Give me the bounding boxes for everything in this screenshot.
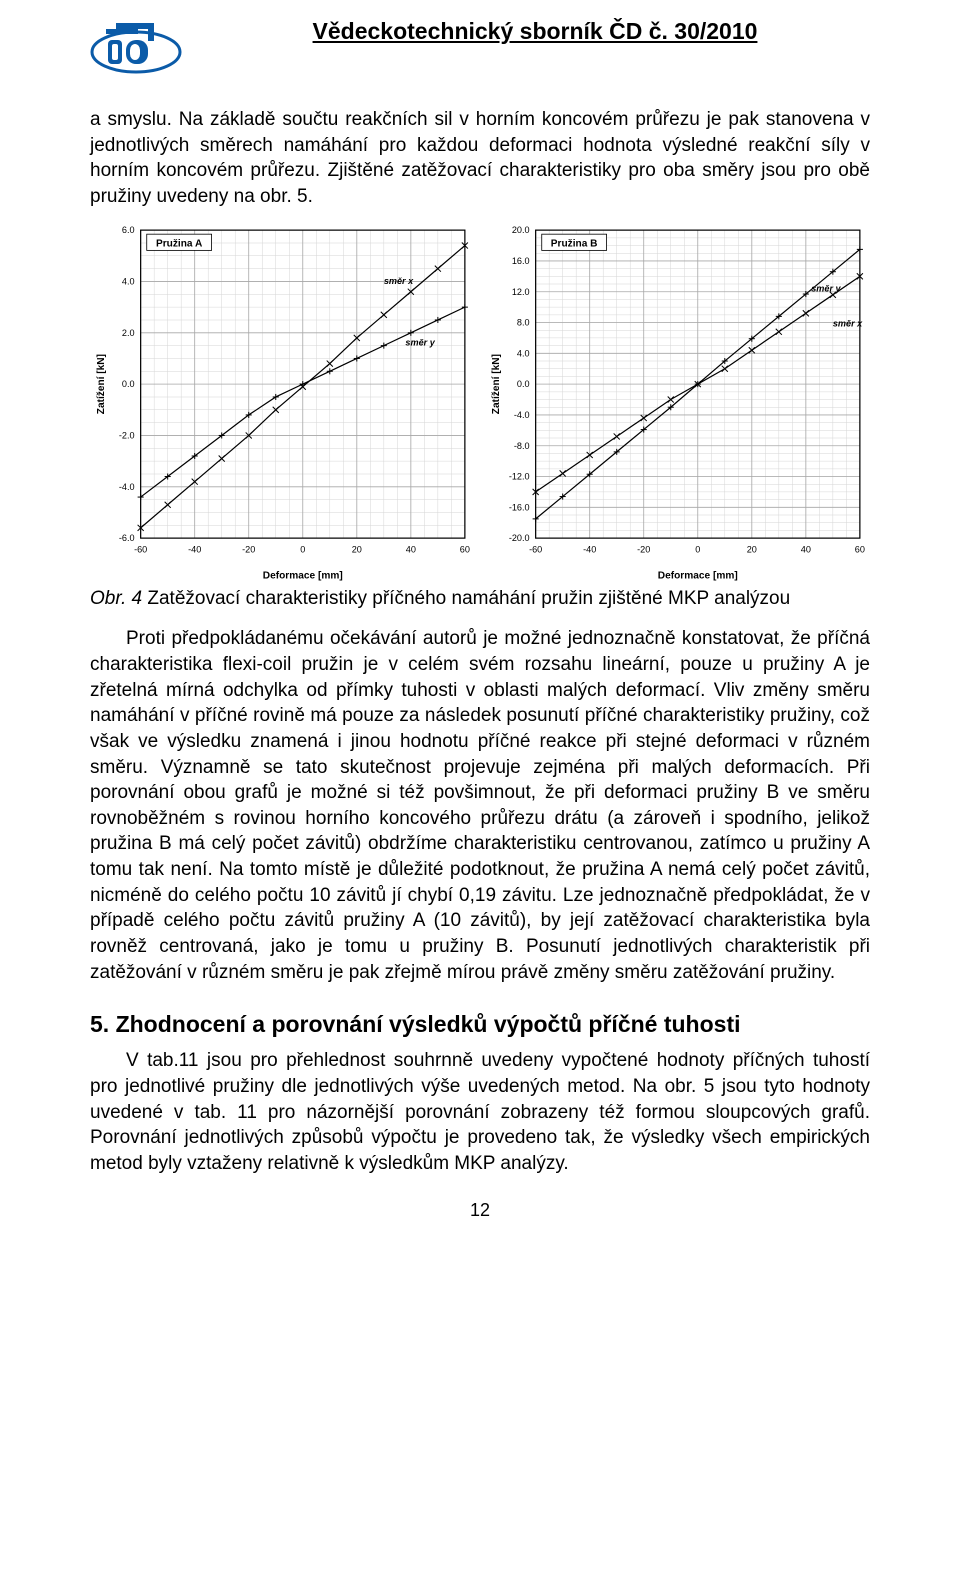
paragraph-1: a smyslu. Na základě součtu reakčních si… (90, 107, 870, 210)
svg-text:Deformace [mm]: Deformace [mm] (658, 570, 738, 581)
paragraph-3: V tab.11 jsou pro přehlednost souhrnně u… (90, 1048, 870, 1176)
svg-text:40: 40 (406, 544, 416, 554)
svg-text:12.0: 12.0 (512, 286, 530, 296)
svg-text:4.0: 4.0 (122, 276, 135, 286)
svg-text:-2.0: -2.0 (119, 430, 135, 440)
svg-text:0.0: 0.0 (517, 379, 530, 389)
svg-text:8.0: 8.0 (517, 317, 530, 327)
svg-text:směr x: směr x (833, 318, 863, 328)
svg-text:40: 40 (801, 544, 811, 554)
figure-4-caption: Obr. 4 Zatěžovací charakteristiky příčné… (90, 588, 870, 610)
svg-text:směr x: směr x (384, 276, 414, 286)
svg-text:směr y: směr y (405, 337, 435, 347)
document-title: Vědeckotechnický sborník ČD č. 30/2010 (200, 16, 870, 45)
page-number: 12 (90, 1200, 870, 1221)
svg-text:0: 0 (300, 544, 305, 554)
svg-text:-20.0: -20.0 (509, 533, 530, 543)
svg-text:20: 20 (747, 544, 757, 554)
svg-text:Pružina A: Pružina A (156, 238, 203, 249)
section-5-heading: 5. Zhodnocení a porovnání výsledků výpoč… (90, 1011, 870, 1038)
svg-text:16.0: 16.0 (512, 256, 530, 266)
svg-text:4.0: 4.0 (517, 348, 530, 358)
chart-b: směr ysměr x-20.0-16.0-12.0-8.0-4.00.04.… (485, 220, 870, 585)
figure-4-charts: směr xsměr y-6.0-4.0-2.00.02.04.06.0-60-… (90, 220, 870, 585)
svg-text:Zatížení [kN]: Zatížení [kN] (96, 354, 107, 414)
page: Vědeckotechnický sborník ČD č. 30/2010 a… (0, 0, 960, 1261)
svg-text:-20: -20 (637, 544, 650, 554)
figure-caption-text: Zatěžovací charakteristiky příčného namá… (147, 588, 790, 609)
svg-text:20: 20 (352, 544, 362, 554)
svg-text:-40: -40 (583, 544, 596, 554)
svg-text:-16.0: -16.0 (509, 502, 530, 512)
svg-text:Zatížení [kN]: Zatížení [kN] (491, 354, 502, 414)
svg-text:0.0: 0.0 (122, 379, 135, 389)
svg-text:0: 0 (695, 544, 700, 554)
svg-text:-4.0: -4.0 (119, 481, 135, 491)
svg-text:-40: -40 (188, 544, 201, 554)
svg-text:-60: -60 (134, 544, 147, 554)
svg-text:-12.0: -12.0 (509, 471, 530, 481)
svg-text:-20: -20 (242, 544, 255, 554)
svg-text:-60: -60 (529, 544, 542, 554)
figure-label: Obr. 4 (90, 588, 142, 609)
chart-a: směr x směr y -6.0 -4.0 -2.0 0.0 2.0 4.0 6.0 -60 -… (90, 220, 475, 585)
svg-text:60: 60 (855, 544, 865, 554)
svg-text:-8.0: -8.0 (514, 440, 530, 450)
svg-text:6.0: 6.0 (122, 225, 135, 235)
page-header: Vědeckotechnický sborník ČD č. 30/2010 (90, 16, 870, 79)
svg-text:Pružina B: Pružina B (551, 238, 598, 249)
svg-text:-6.0: -6.0 (119, 533, 135, 543)
svg-text:2.0: 2.0 (122, 327, 135, 337)
paragraph-2: Proti předpokládanému očekávání autorů j… (90, 626, 870, 985)
svg-text:Deformace [mm]: Deformace [mm] (263, 570, 343, 581)
svg-text:-4.0: -4.0 (514, 410, 530, 420)
svg-text:20.0: 20.0 (512, 225, 530, 235)
svg-text:60: 60 (460, 544, 470, 554)
cd-logo (90, 16, 182, 79)
